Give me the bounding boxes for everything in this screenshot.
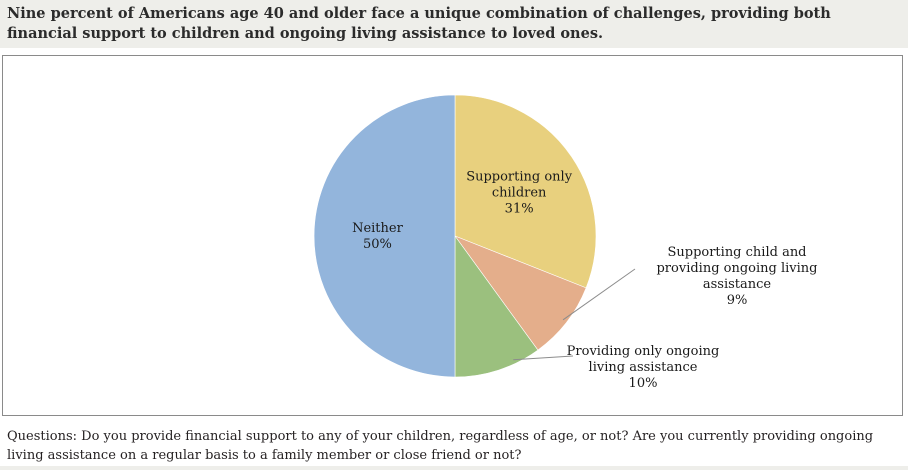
slice-value-label: 9%	[727, 293, 748, 308]
bottom-divider	[0, 466, 908, 470]
slice-label: living assistance	[589, 360, 698, 375]
slice-label: Supporting child and	[667, 245, 806, 260]
chart-title: Nine percent of Americans age 40 and old…	[7, 5, 831, 42]
slice-label: assistance	[703, 277, 772, 292]
slice-label: Supporting only	[466, 169, 573, 184]
pie-slice	[454, 235, 539, 378]
leader-line	[562, 268, 636, 321]
leader-line	[513, 355, 574, 361]
pie-slice	[313, 94, 456, 378]
slice-label: children	[492, 185, 547, 200]
slice-label: Neither	[352, 221, 404, 236]
title-band: Nine percent of Americans age 40 and old…	[0, 0, 908, 48]
pie-slice	[454, 94, 597, 289]
pie-slice	[454, 235, 587, 351]
slice-value-label: 31%	[505, 201, 534, 216]
slice-value-label: 10%	[629, 376, 658, 391]
footnote: Questions: Do you provide financial supp…	[7, 429, 874, 463]
slice-value-label: 50%	[363, 237, 392, 252]
slice-label: Providing only ongoing	[567, 344, 720, 359]
slice-label: providing ongoing living	[656, 261, 817, 276]
chart-area: Supporting only children 31% Supporting chi…	[2, 55, 903, 416]
